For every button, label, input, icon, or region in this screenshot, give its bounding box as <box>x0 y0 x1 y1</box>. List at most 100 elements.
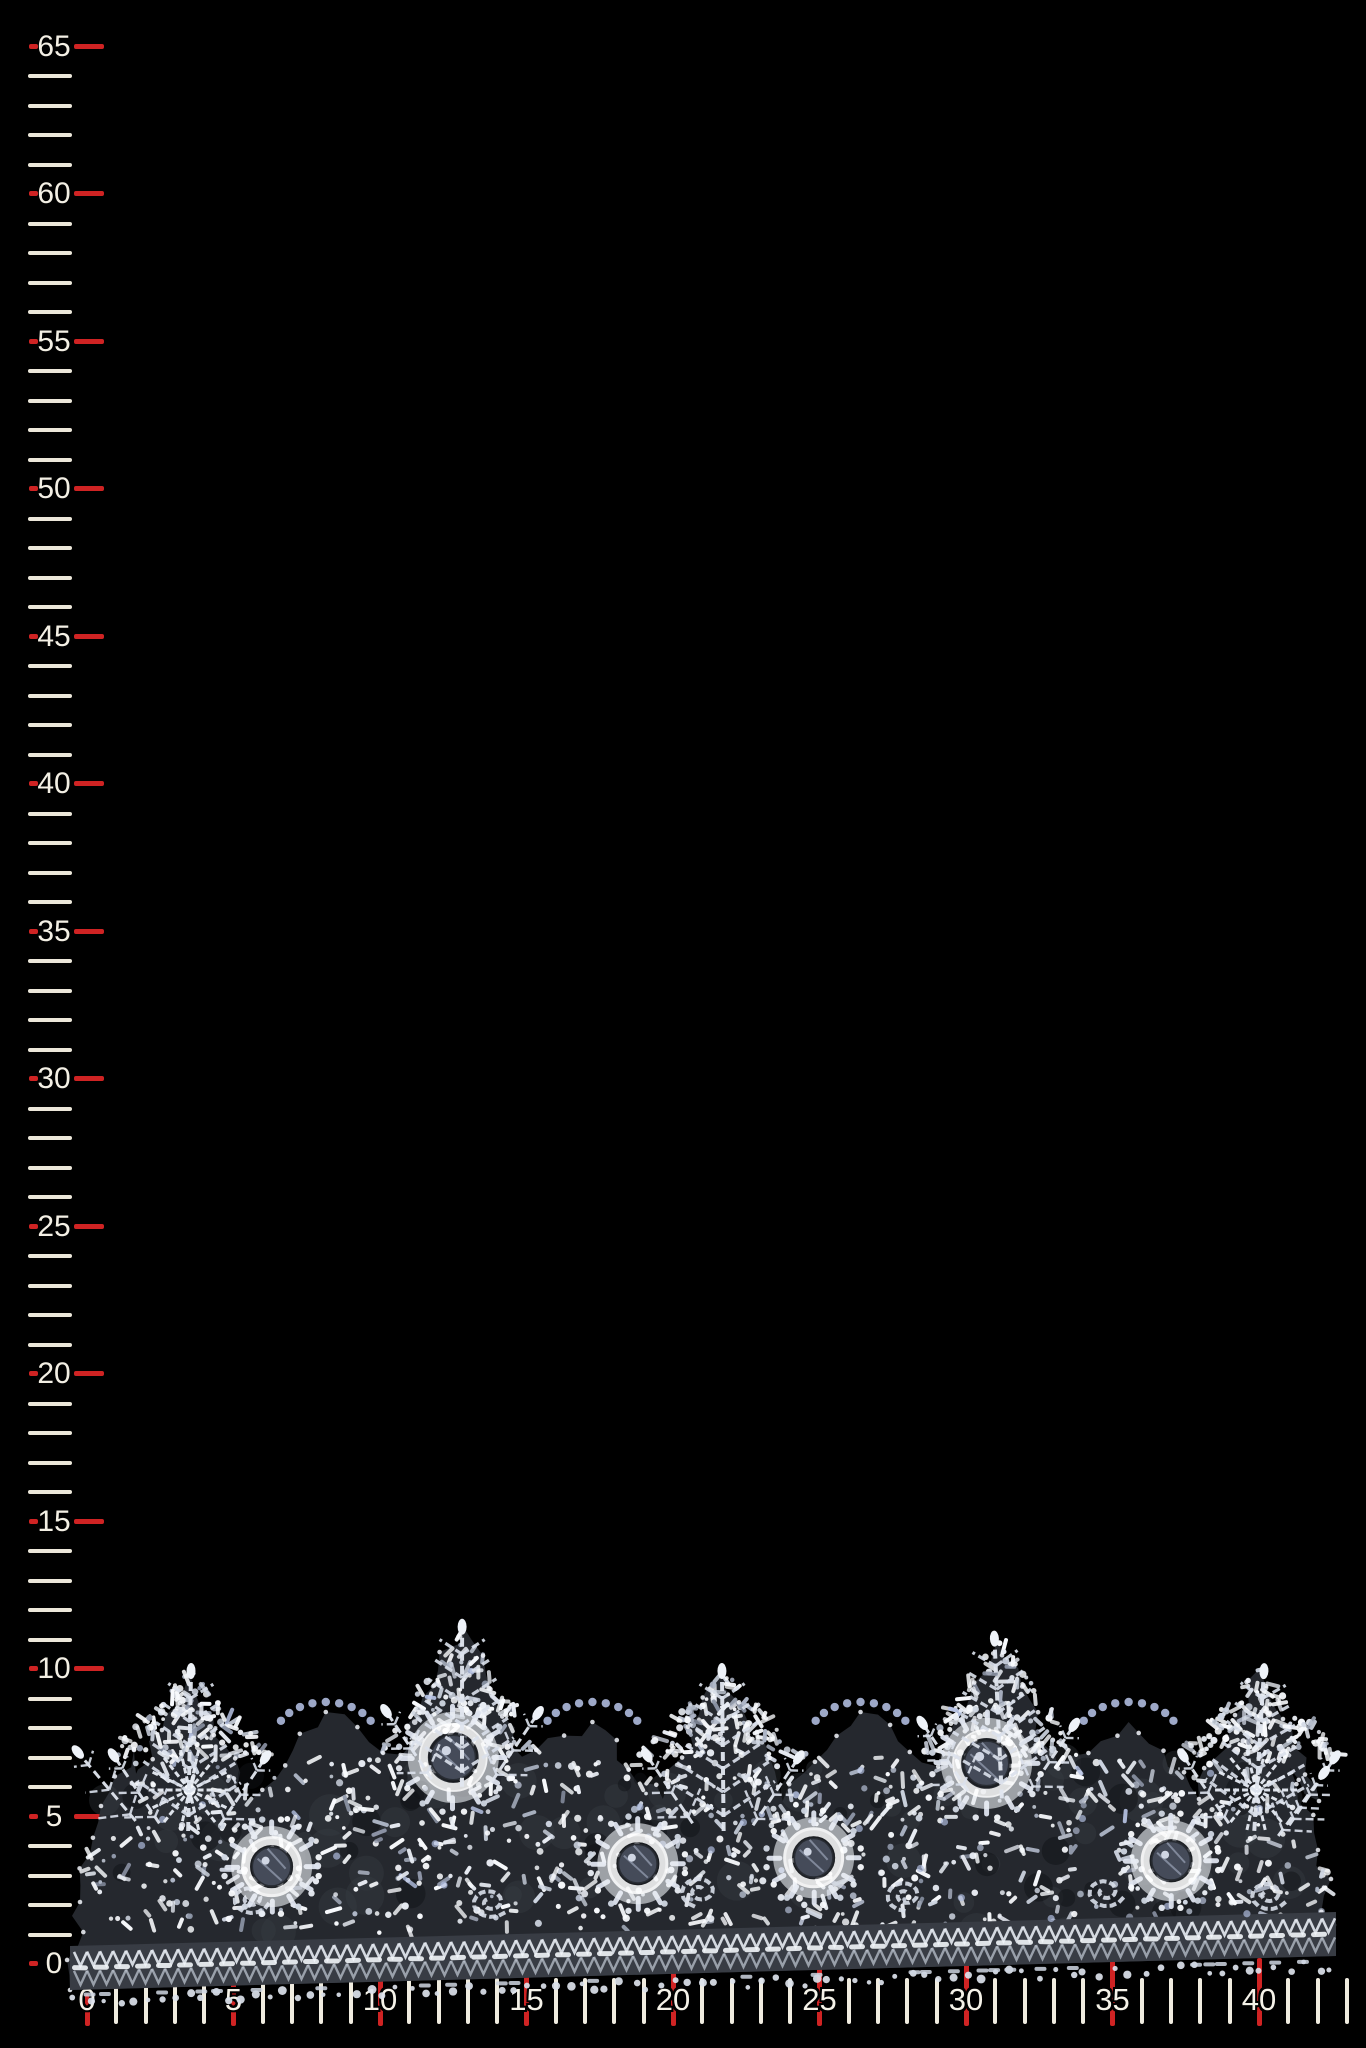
h-ruler-tick <box>1286 1978 1291 2024</box>
h-ruler-label-30: 30 <box>948 1982 984 2017</box>
h-ruler-major-tick <box>817 1958 822 2026</box>
v-ruler-tick <box>28 1637 72 1642</box>
v-ruler-tick <box>28 516 72 521</box>
h-ruler-tick <box>436 1978 441 2024</box>
v-ruler-tick <box>28 1431 72 1435</box>
h-ruler-tick <box>993 1978 998 2024</box>
v-ruler-tick <box>28 1490 72 1494</box>
v-ruler-major-dash <box>29 1518 38 1524</box>
v-ruler-tick <box>28 1047 72 1052</box>
v-ruler-tick <box>28 1844 72 1848</box>
v-ruler-label-0: 0 <box>45 1947 63 1980</box>
lace-dangles <box>69 1959 1332 2007</box>
h-ruler-label-40: 40 <box>1241 1982 1277 2017</box>
v-ruler-tick <box>28 1460 72 1465</box>
v-ruler-major-dash <box>29 1813 38 1819</box>
v-ruler-major-line <box>74 1666 104 1671</box>
v-ruler-major-dash <box>29 191 38 196</box>
h-ruler-tick <box>495 1978 500 2024</box>
v-ruler-major-line <box>74 1076 104 1081</box>
v-ruler-major-line <box>74 1223 104 1229</box>
v-ruler-tick <box>28 74 72 78</box>
v-ruler-major-line <box>74 486 104 491</box>
h-ruler-tick <box>905 1978 910 2024</box>
v-ruler-tick <box>28 870 72 875</box>
v-ruler-tick <box>28 841 72 845</box>
v-ruler-major-line <box>74 1518 104 1524</box>
v-ruler-label-10: 10 <box>37 1652 71 1685</box>
v-ruler-label-45: 45 <box>37 619 71 653</box>
v-ruler-major-dash <box>29 781 38 786</box>
v-ruler-tick <box>28 723 72 727</box>
v-ruler-tick <box>28 398 72 403</box>
v-ruler-major-dash <box>29 1371 38 1376</box>
v-ruler-tick <box>28 752 72 757</box>
v-ruler-tick <box>28 900 72 904</box>
h-ruler-tick <box>612 1978 617 2024</box>
v-ruler-tick <box>28 1903 72 1907</box>
v-ruler-tick <box>28 103 72 108</box>
v-ruler-label-20: 20 <box>37 1357 71 1390</box>
h-ruler-tick <box>143 1978 148 2024</box>
v-ruler-tick <box>28 1578 72 1583</box>
v-ruler-major-line <box>74 1813 104 1819</box>
v-ruler-tick <box>28 959 72 963</box>
h-ruler-tick <box>1081 1978 1086 2024</box>
lace-rosette <box>1120 1810 1222 1912</box>
v-ruler-major-line <box>74 43 104 49</box>
v-ruler-tick <box>28 1608 72 1612</box>
v-ruler-major-line <box>74 191 104 196</box>
v-ruler-tick <box>28 1785 72 1789</box>
h-ruler-major-tick <box>84 1958 90 2026</box>
v-ruler-tick <box>28 1726 72 1730</box>
v-ruler-tick <box>28 162 72 167</box>
v-ruler-tick <box>28 1549 72 1553</box>
v-ruler-tick <box>28 1136 72 1140</box>
h-ruler-tick <box>1227 1978 1232 2024</box>
h-ruler-tick <box>758 1978 763 2024</box>
h-ruler-tick <box>1022 1978 1027 2024</box>
h-ruler-tick <box>700 1978 705 2024</box>
h-ruler-tick <box>319 1978 324 2024</box>
v-ruler-tick <box>28 811 72 816</box>
lace-rosette <box>221 1816 322 1917</box>
lace-rosette <box>587 1813 689 1914</box>
v-ruler-tick <box>28 1283 72 1288</box>
v-ruler-major-dash <box>29 633 38 639</box>
v-ruler-label-5: 5 <box>45 1799 63 1833</box>
v-ruler-tick <box>28 1018 72 1022</box>
v-ruler-label-25: 25 <box>37 1209 71 1243</box>
h-ruler-tick <box>553 1978 558 2024</box>
h-ruler-label-35: 35 <box>1095 1982 1130 2017</box>
v-ruler-tick <box>28 1696 72 1701</box>
v-ruler-major-dash <box>29 486 38 491</box>
h-ruler-tick <box>348 1978 353 2024</box>
v-ruler-tick <box>28 546 72 550</box>
v-ruler-tick <box>28 1106 72 1111</box>
h-ruler-tick <box>407 1978 412 2024</box>
h-ruler-major-tick <box>1256 1958 1262 2026</box>
v-ruler-major-dash <box>29 43 38 49</box>
lace-peak-ferns <box>71 1618 1341 1837</box>
v-ruler-tick <box>28 1755 72 1760</box>
h-ruler-major-tick <box>377 1958 383 2026</box>
v-ruler-tick <box>28 251 72 255</box>
h-ruler-tick <box>465 1978 470 2024</box>
h-ruler-tick <box>1198 1978 1203 2024</box>
v-ruler-major-dash <box>29 1076 38 1081</box>
h-ruler-label-20: 20 <box>655 1982 691 2017</box>
v-ruler-major-line <box>74 781 104 786</box>
v-ruler-tick <box>28 221 72 226</box>
v-ruler-major-dash <box>29 1223 38 1229</box>
v-ruler-tick <box>28 1313 72 1317</box>
v-ruler-major-dash <box>29 1961 38 1966</box>
v-ruler-label-30: 30 <box>37 1062 71 1095</box>
v-ruler-tick <box>28 369 72 373</box>
v-ruler-tick <box>28 1165 72 1170</box>
h-ruler-tick <box>729 1978 734 2024</box>
h-ruler-tick <box>114 1978 119 2024</box>
v-ruler-tick <box>28 1873 72 1878</box>
h-ruler-label-5: 5 <box>224 1982 243 2017</box>
v-ruler-label-35: 35 <box>37 914 71 948</box>
